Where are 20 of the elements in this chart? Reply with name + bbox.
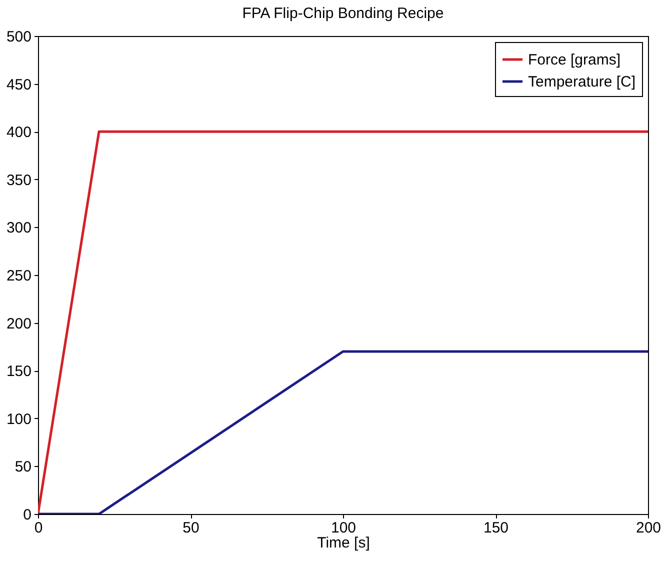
x-tick-label: 150 — [483, 520, 509, 536]
y-tick-label: 400 — [6, 124, 32, 142]
y-tick-label: 250 — [6, 268, 32, 284]
y-tick-label: 100 — [6, 410, 32, 428]
x-axis-title: Time [s] — [317, 534, 370, 552]
legend-label: Temperature [C] — [528, 74, 636, 90]
y-tick-label: 350 — [6, 172, 32, 189]
x-tick-label: 200 — [636, 520, 662, 536]
x-tick-label: 100 — [330, 520, 356, 536]
y-tick-label: 500 — [6, 28, 32, 46]
chart-title: FPA Flip-Chip Bonding Recipe — [242, 5, 444, 22]
x-tick-label: 0 — [34, 520, 43, 536]
y-tick-label: 0 — [23, 506, 32, 524]
legend-label: Force [grams] — [528, 52, 621, 68]
y-tick-label: 300 — [6, 220, 32, 237]
y-tick-label: 200 — [6, 315, 32, 332]
y-tick-label: 50 — [14, 458, 32, 476]
y-tick-label: 150 — [6, 363, 32, 380]
x-tick-label: 50 — [182, 520, 200, 536]
y-tick-label: 450 — [6, 76, 32, 94]
